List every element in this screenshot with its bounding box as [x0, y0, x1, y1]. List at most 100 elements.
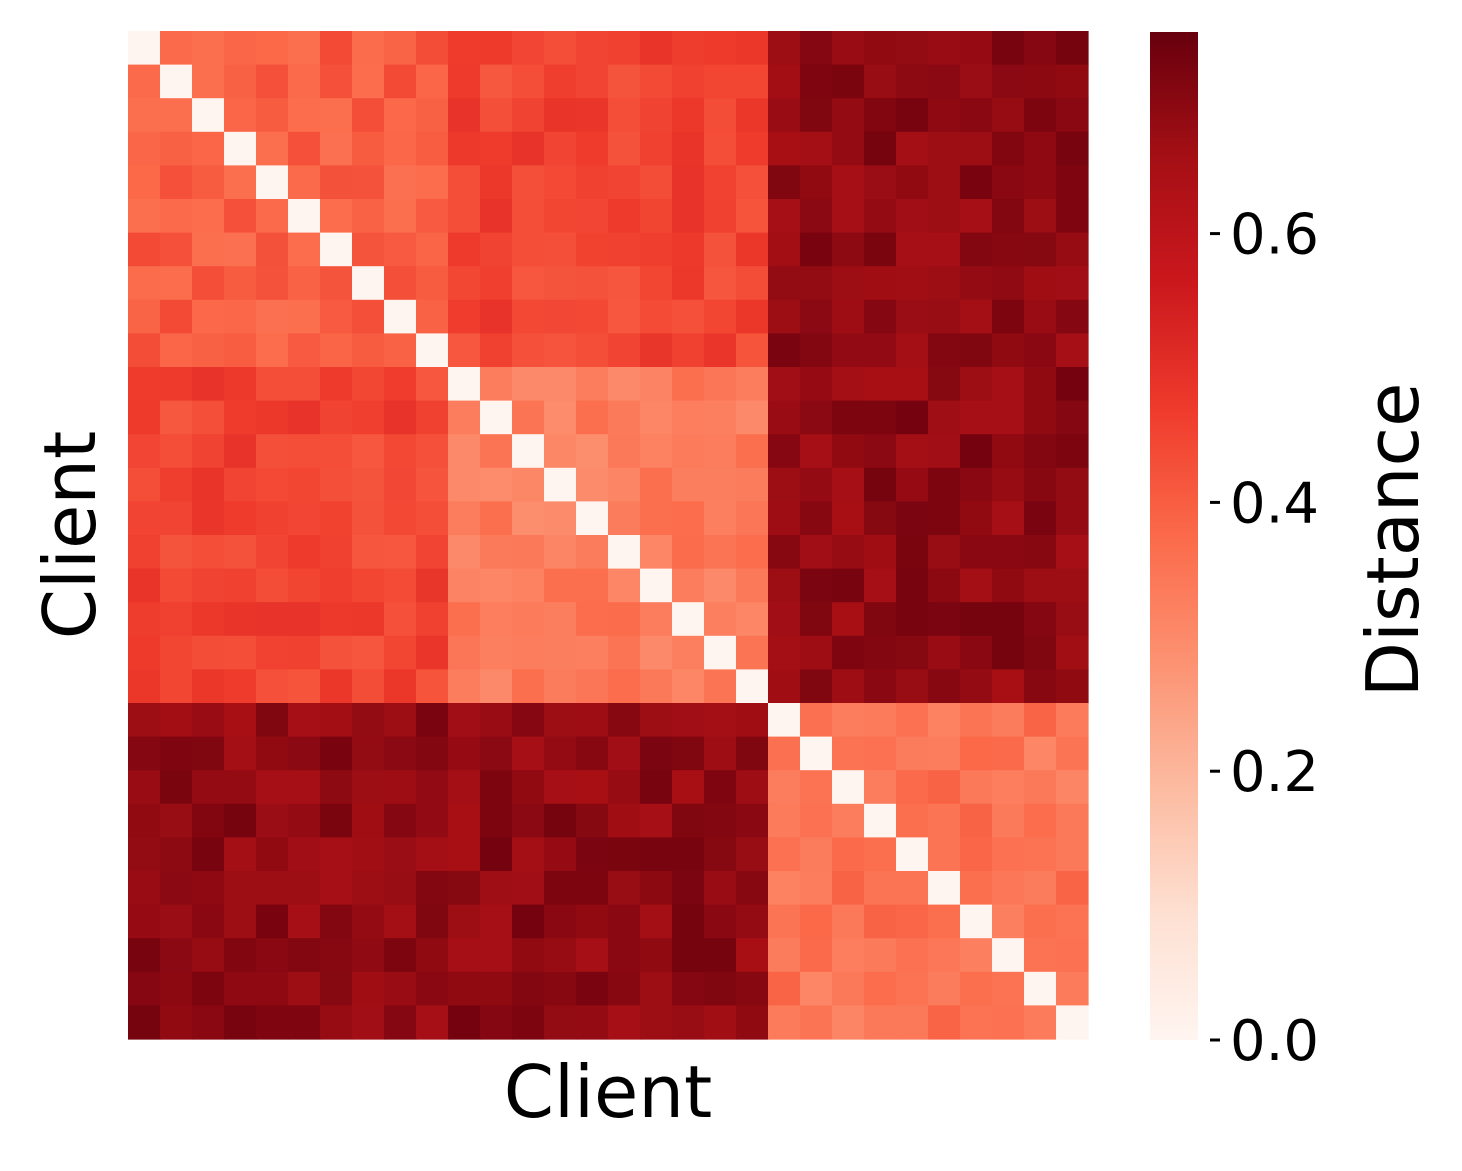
heatmap-cell: [384, 232, 417, 267]
heatmap-cell: [640, 131, 673, 166]
heatmap-cell: [320, 568, 353, 603]
heatmap-cell: [256, 434, 289, 469]
heatmap-cell: [864, 434, 897, 469]
heatmap-cell: [192, 635, 225, 670]
heatmap-cell: [416, 535, 449, 570]
heatmap-cell: [800, 1005, 833, 1040]
heatmap-cell: [608, 232, 641, 267]
heatmap-cell: [608, 837, 641, 872]
heatmap-cell: [896, 837, 929, 872]
heatmap-cell: [672, 904, 705, 939]
heatmap-cell: [224, 98, 257, 133]
heatmap-cell: [512, 669, 545, 704]
heatmap-cell: [960, 131, 993, 166]
heatmap-cell: [928, 131, 961, 166]
heatmap-cell: [800, 165, 833, 200]
heatmap-cell: [192, 1005, 225, 1040]
heatmap-cell: [576, 501, 609, 536]
heatmap-cell: [672, 367, 705, 402]
heatmap-cell: [800, 938, 833, 973]
heatmap-cell: [160, 602, 193, 637]
heatmap-cell: [384, 602, 417, 637]
heatmap-cell: [416, 232, 449, 267]
heatmap-cell: [704, 467, 737, 502]
heatmap-cell: [1056, 232, 1089, 267]
heatmap-cell: [736, 165, 769, 200]
heatmap-cell: [224, 602, 257, 637]
heatmap-cell: [928, 837, 961, 872]
heatmap-cell: [256, 299, 289, 334]
heatmap-cell: [416, 803, 449, 838]
heatmap-cell: [544, 31, 577, 66]
heatmap-cell: [736, 232, 769, 267]
heatmap-cell: [928, 333, 961, 368]
heatmap-cell: [832, 64, 865, 99]
heatmap-cell: [224, 333, 257, 368]
heatmap-cell: [224, 1005, 257, 1040]
heatmap-cell: [256, 904, 289, 939]
heatmap-cell: [832, 501, 865, 536]
heatmap-cell: [928, 266, 961, 301]
heatmap-cell: [256, 971, 289, 1006]
heatmap-cell: [832, 131, 865, 166]
heatmap-cell: [704, 31, 737, 66]
heatmap-cell: [576, 131, 609, 166]
heatmap-cell: [832, 299, 865, 334]
heatmap-cell: [320, 871, 353, 906]
heatmap-cell: [864, 535, 897, 570]
heatmap-cell: [1024, 98, 1057, 133]
heatmap-cell: [352, 98, 385, 133]
heatmap-cell: [288, 400, 321, 435]
heatmap-cell: [800, 669, 833, 704]
heatmap-cell: [896, 400, 929, 435]
heatmap-cell: [864, 703, 897, 738]
heatmap-cell: [448, 635, 481, 670]
colorbar-tick-label: 0.4: [1230, 471, 1319, 536]
heatmap-cell: [448, 64, 481, 99]
heatmap-cell: [224, 232, 257, 267]
heatmap-cell: [544, 64, 577, 99]
heatmap-cell: [512, 467, 545, 502]
heatmap-cell: [192, 501, 225, 536]
heatmap-cell: [672, 837, 705, 872]
heatmap-cell: [384, 635, 417, 670]
heatmap-cell: [1056, 535, 1089, 570]
heatmap-cell: [928, 501, 961, 536]
heatmap-cell: [768, 501, 801, 536]
heatmap-cell: [640, 703, 673, 738]
heatmap-cell: [320, 736, 353, 771]
heatmap-cell: [288, 333, 321, 368]
heatmap-cell: [608, 669, 641, 704]
heatmap-cell: [992, 266, 1025, 301]
heatmap-cell: [992, 803, 1025, 838]
heatmap-cell: [384, 871, 417, 906]
heatmap-cell: [608, 31, 641, 66]
heatmap-cell: [256, 98, 289, 133]
heatmap-cell: [320, 602, 353, 637]
heatmap-cell: [896, 568, 929, 603]
heatmap-cell: [480, 400, 513, 435]
heatmap-cell: [736, 1005, 769, 1040]
heatmap-cell: [640, 770, 673, 805]
heatmap-cell: [896, 770, 929, 805]
heatmap-cell: [448, 333, 481, 368]
heatmap-cell: [160, 1005, 193, 1040]
heatmap-cell: [896, 971, 929, 1006]
heatmap-cell: [864, 266, 897, 301]
heatmap-cell: [320, 635, 353, 670]
heatmap-cell: [224, 434, 257, 469]
heatmap-cell: [640, 938, 673, 973]
heatmap-cell: [864, 501, 897, 536]
heatmap-cell: [832, 535, 865, 570]
heatmap-cell: [128, 98, 161, 133]
heatmap-cell: [672, 501, 705, 536]
heatmap-cell: [128, 971, 161, 1006]
heatmap-cell: [544, 131, 577, 166]
heatmap-cell: [864, 400, 897, 435]
heatmap-cell: [640, 602, 673, 637]
heatmap-cell: [672, 266, 705, 301]
heatmap-cell: [160, 31, 193, 66]
heatmap-cell: [544, 568, 577, 603]
heatmap-cell: [224, 367, 257, 402]
heatmap-cell: [640, 199, 673, 234]
